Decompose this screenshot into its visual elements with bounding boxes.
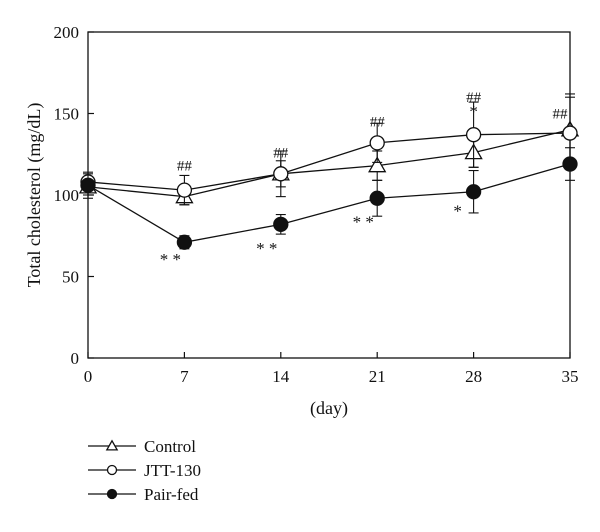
data-point	[176, 182, 193, 198]
significance-hash: ##	[177, 159, 193, 175]
legend-marker	[106, 488, 118, 500]
legend-entry: Control	[88, 437, 196, 456]
y-tick-label: 0	[71, 349, 80, 368]
data-point	[465, 127, 482, 143]
x-tick-label: 7	[180, 367, 189, 386]
legend-marker	[105, 439, 119, 451]
series-line	[87, 163, 571, 243]
significance-hash: ##	[273, 146, 289, 162]
legend-label: JTT-130	[144, 461, 201, 480]
significance-star: *	[469, 102, 478, 121]
y-tick-label: 100	[54, 186, 80, 205]
data-point	[368, 156, 387, 173]
annotations: ########* ##* ** ** **	[160, 90, 568, 269]
significance-hash: ##	[370, 115, 386, 131]
significance-star: * *	[256, 239, 277, 258]
legend-entry: Pair-fed	[88, 485, 199, 504]
series-layer	[78, 93, 580, 250]
significance-star: * *	[160, 250, 181, 269]
series-jtt-130	[80, 96, 578, 206]
series-pair-fed	[80, 147, 578, 250]
data-point	[562, 156, 578, 172]
y-tick-label: 200	[54, 23, 80, 42]
legend-label: Pair-fed	[144, 485, 199, 504]
data-point	[273, 216, 289, 232]
x-axis-title: (day)	[310, 398, 348, 419]
x-tick-label: 0	[84, 367, 93, 386]
x-tick-label: 14	[272, 367, 290, 386]
y-tick-label: 150	[54, 105, 80, 124]
significance-hash: ##	[553, 107, 569, 123]
x-tick-label: 35	[562, 367, 579, 386]
data-point	[465, 184, 482, 200]
significance-hash: ##	[466, 90, 482, 106]
data-point	[369, 190, 385, 206]
significance-star: * *	[353, 213, 374, 232]
significance-star: *	[453, 201, 462, 220]
data-point	[273, 166, 289, 182]
plot-frame	[87, 31, 571, 359]
data-point	[369, 135, 385, 151]
y-axis-title: Total cholesterol (mg/dL)	[24, 103, 45, 288]
series-line	[87, 129, 571, 198]
y-tick-label: 50	[62, 268, 79, 287]
series-line	[87, 132, 571, 191]
x-tick-label: 28	[465, 367, 482, 386]
legend-entry: JTT-130	[88, 461, 201, 480]
legend-label: Control	[144, 437, 196, 456]
legend: Control JTT-130 Pair-fed	[88, 437, 201, 504]
data-point	[562, 125, 578, 141]
x-tick-label: 21	[369, 367, 386, 386]
axes: 0 7 14 21 28 35 0 50 100 150 200 (day) Total cholest…	[24, 23, 579, 419]
data-point	[176, 234, 193, 250]
data-point	[80, 177, 96, 193]
legend-marker	[106, 464, 118, 476]
